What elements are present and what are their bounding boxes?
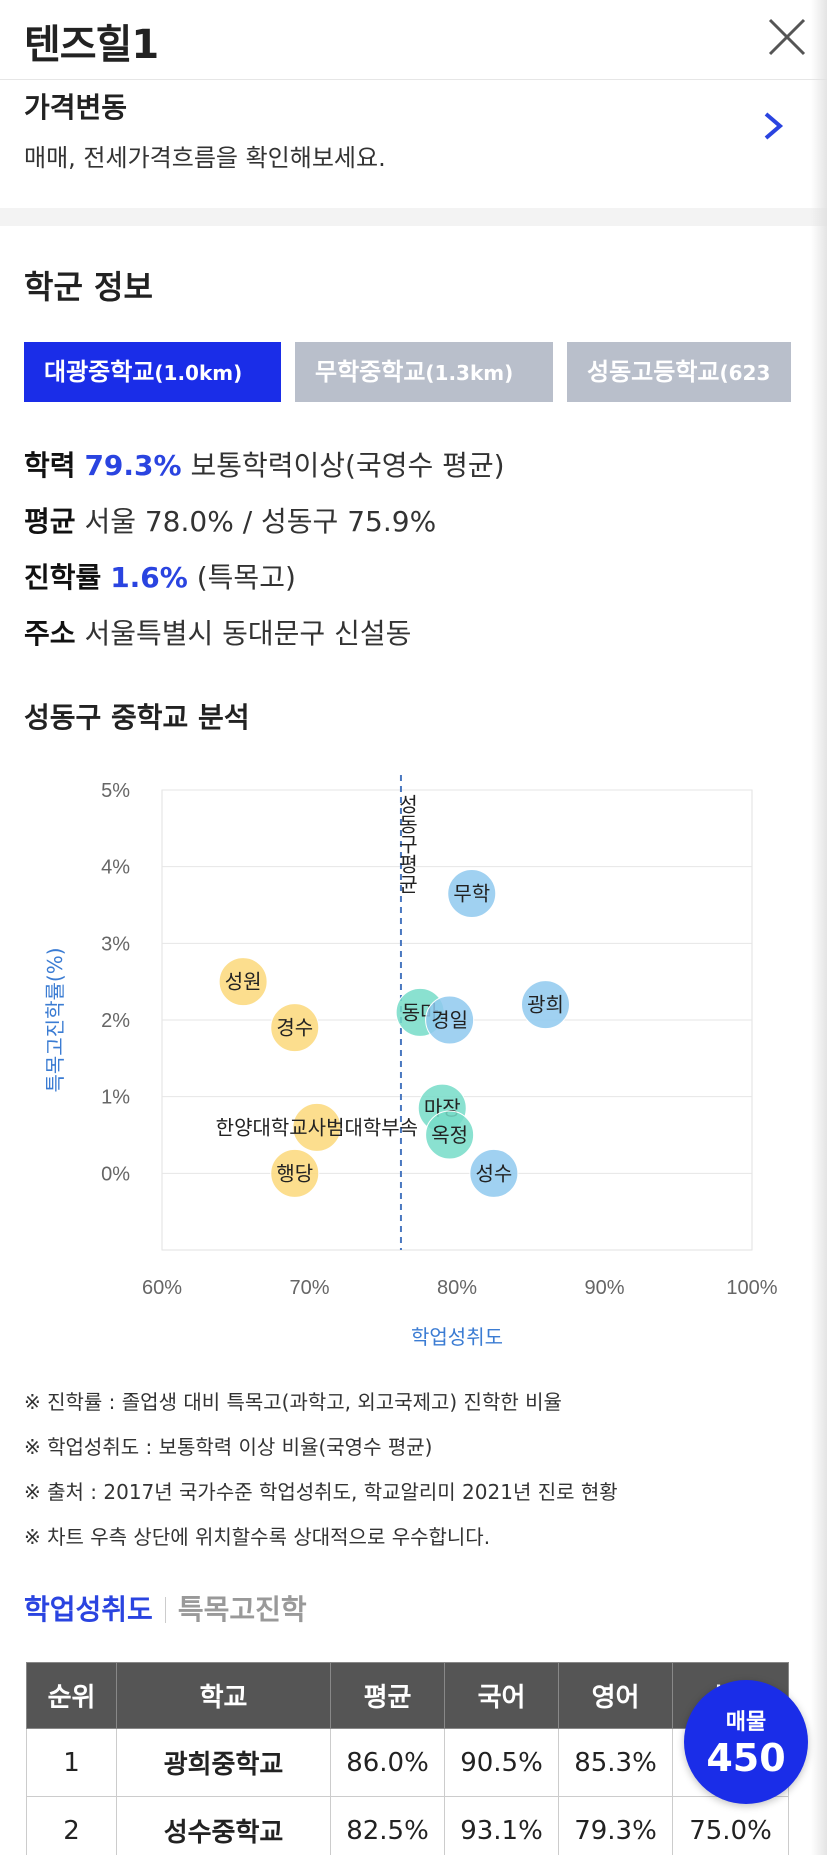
- listings-count-button[interactable]: 매물 450: [684, 1680, 808, 1804]
- cell-korean: 93.1%: [444, 1796, 559, 1855]
- tab-school-1[interactable]: 무학중학교(1.3km): [295, 342, 553, 402]
- price-change-link[interactable]: 가격변동 매매, 전세가격흐름을 확인해보세요.: [0, 80, 827, 208]
- listings-label: 매물: [725, 1710, 767, 1735]
- price-change-title: 가격변동: [24, 91, 128, 124]
- chevron-right-icon[interactable]: [758, 106, 788, 146]
- note-position: ※ 차트 우측 상단에 위치할수록 상대적으로 우수합니다.: [24, 1525, 491, 1549]
- data-point-label: 무학: [453, 882, 490, 906]
- x-tick-label: 90%: [584, 1277, 624, 1299]
- y-axis-label: 특목고진학률(%): [43, 947, 67, 1092]
- scatter-chart: 0% 1% 2% 3% 4% 5% 60% 70% 80% 90% 100% 성동구평균 성원경수한…: [43, 775, 778, 1349]
- section-divider: [0, 208, 827, 226]
- average-row: 평균 서울 78.0% / 성동구 75.9%: [24, 500, 436, 540]
- tab-special-school[interactable]: 특목고진학: [177, 1593, 307, 1626]
- data-point-label: 경수: [276, 1016, 313, 1040]
- advance-row: 진학률 1.6% (특목고): [24, 556, 296, 596]
- tab-school-name: 대광중학교: [44, 358, 155, 386]
- tab-school-distance: (623: [719, 361, 771, 385]
- cell-average: 82.5%: [330, 1796, 445, 1855]
- academic-value: 79.3%: [84, 449, 182, 482]
- school-tabs: 대광중학교(1.0km) 무학중학교(1.3km) 성동고등학교(623: [24, 342, 791, 402]
- tab-divider: [164, 1597, 166, 1623]
- data-point-label: 행당: [276, 1161, 313, 1185]
- top-bar: 텐즈힐1: [0, 0, 827, 80]
- data-point: [425, 995, 475, 1045]
- ranking-tabs: 학업성취도 특목고진학: [24, 1588, 307, 1628]
- data-point: [218, 957, 268, 1007]
- cell-school: 광희중학교: [116, 1728, 331, 1797]
- y-tick-label: 4%: [101, 857, 130, 879]
- col-rank: 순위: [26, 1662, 117, 1729]
- cell-rank: 2: [26, 1796, 117, 1855]
- x-tick-label: 80%: [437, 1277, 477, 1299]
- tab-school-name: 성동고등학교: [587, 358, 720, 386]
- data-point-label: 경일: [431, 1008, 468, 1032]
- data-point: [292, 1102, 342, 1152]
- data-point-label: 광희: [527, 993, 564, 1017]
- school-info-title: 학군 정보: [24, 268, 153, 306]
- table-row: 2 성수중학교 82.5% 93.1% 79.3% 75.0%: [26, 1796, 789, 1855]
- y-tick-label: 3%: [101, 933, 130, 955]
- address-row: 주소 서울특별시 동대문구 신설동: [24, 612, 411, 652]
- data-point: [270, 1148, 320, 1198]
- col-average: 평균: [330, 1662, 445, 1729]
- x-tick-label: 100%: [726, 1277, 777, 1299]
- data-point-label: 한양대학교사범대학부속: [216, 1115, 418, 1139]
- average-value: 서울 78.0% / 성동구 75.9%: [84, 505, 437, 538]
- close-icon[interactable]: [762, 12, 812, 62]
- x-tick-label: 70%: [289, 1277, 329, 1299]
- cell-english: 79.3%: [558, 1796, 673, 1855]
- cell-average: 86.0%: [330, 1728, 445, 1797]
- analysis-title: 성동구 중학교 분석: [24, 701, 250, 734]
- y-tick-label: 5%: [101, 780, 130, 802]
- x-axis-label: 학업성취도: [411, 1325, 503, 1349]
- data-point-label: 옥정: [431, 1123, 468, 1147]
- advance-value: 1.6%: [110, 561, 188, 594]
- cell-korean: 90.5%: [444, 1728, 559, 1797]
- cell-math: 75.0%: [672, 1796, 789, 1855]
- y-tick-label: 0%: [101, 1163, 130, 1185]
- address-value: 서울특별시 동대문구 신설동: [84, 617, 412, 650]
- tab-school-distance: (1.3km): [425, 361, 514, 385]
- cell-rank: 1: [26, 1728, 117, 1797]
- tab-school-0[interactable]: 대광중학교(1.0km): [24, 342, 281, 402]
- note-achievement: ※ 학업성취도 : 보통학력 이상 비율(국영수 평균): [24, 1435, 433, 1459]
- col-school: 학교: [116, 1662, 331, 1729]
- data-point: [270, 1003, 320, 1053]
- tab-achievement[interactable]: 학업성취도: [24, 1593, 153, 1626]
- scrollbar-shadow: [811, 0, 827, 1855]
- page-title: 텐즈힐1: [24, 22, 159, 68]
- price-change-subtitle: 매매, 전세가격흐름을 확인해보세요.: [24, 144, 386, 172]
- data-point-label: 성원: [225, 970, 262, 994]
- reference-line-label: 성동구평균: [395, 794, 419, 894]
- tab-school-name: 무학중학교: [315, 358, 426, 386]
- listings-count: 450: [706, 1736, 786, 1780]
- note-advance-rate: ※ 진학률 : 졸업생 대비 특목고(과학고, 외고국제고) 진학한 비율: [24, 1390, 562, 1414]
- table-row: 1 광희중학교 86.0% 90.5% 85.3%: [26, 1728, 789, 1797]
- tab-school-distance: (1.0km): [154, 361, 243, 385]
- col-korean: 국어: [444, 1662, 559, 1729]
- cell-school: 성수중학교: [116, 1796, 331, 1855]
- table-header-row: 순위 학교 평균 국어 영어 수학: [26, 1662, 789, 1729]
- academic-label: 학력: [24, 449, 76, 482]
- average-label: 평균: [24, 505, 76, 538]
- y-tick-label: 1%: [101, 1087, 130, 1109]
- data-point-label: 성수: [475, 1161, 512, 1185]
- data-point: [447, 869, 497, 918]
- data-point: [469, 1148, 519, 1198]
- address-label: 주소: [24, 617, 76, 650]
- cell-english: 85.3%: [558, 1728, 673, 1797]
- ranking-table: 순위 학교 평균 국어 영어 수학 1 광희중학교 86.0% 90.5% 85…: [26, 1662, 789, 1855]
- advance-desc: (특목고): [196, 561, 296, 594]
- academic-desc: 보통학력이상(국영수 평균): [190, 449, 505, 482]
- data-point: [521, 980, 570, 1030]
- y-tick-label: 2%: [101, 1010, 130, 1032]
- note-source: ※ 출처 : 2017년 국가수준 학업성취도, 학교알리미 2021년 진로 …: [24, 1480, 618, 1504]
- x-tick-label: 60%: [142, 1277, 182, 1299]
- data-point: [425, 1110, 475, 1160]
- col-english: 영어: [558, 1662, 673, 1729]
- advance-label: 진학률: [24, 561, 102, 594]
- tab-school-2[interactable]: 성동고등학교(623: [567, 342, 791, 402]
- academic-row: 학력 79.3% 보통학력이상(국영수 평균): [24, 444, 505, 484]
